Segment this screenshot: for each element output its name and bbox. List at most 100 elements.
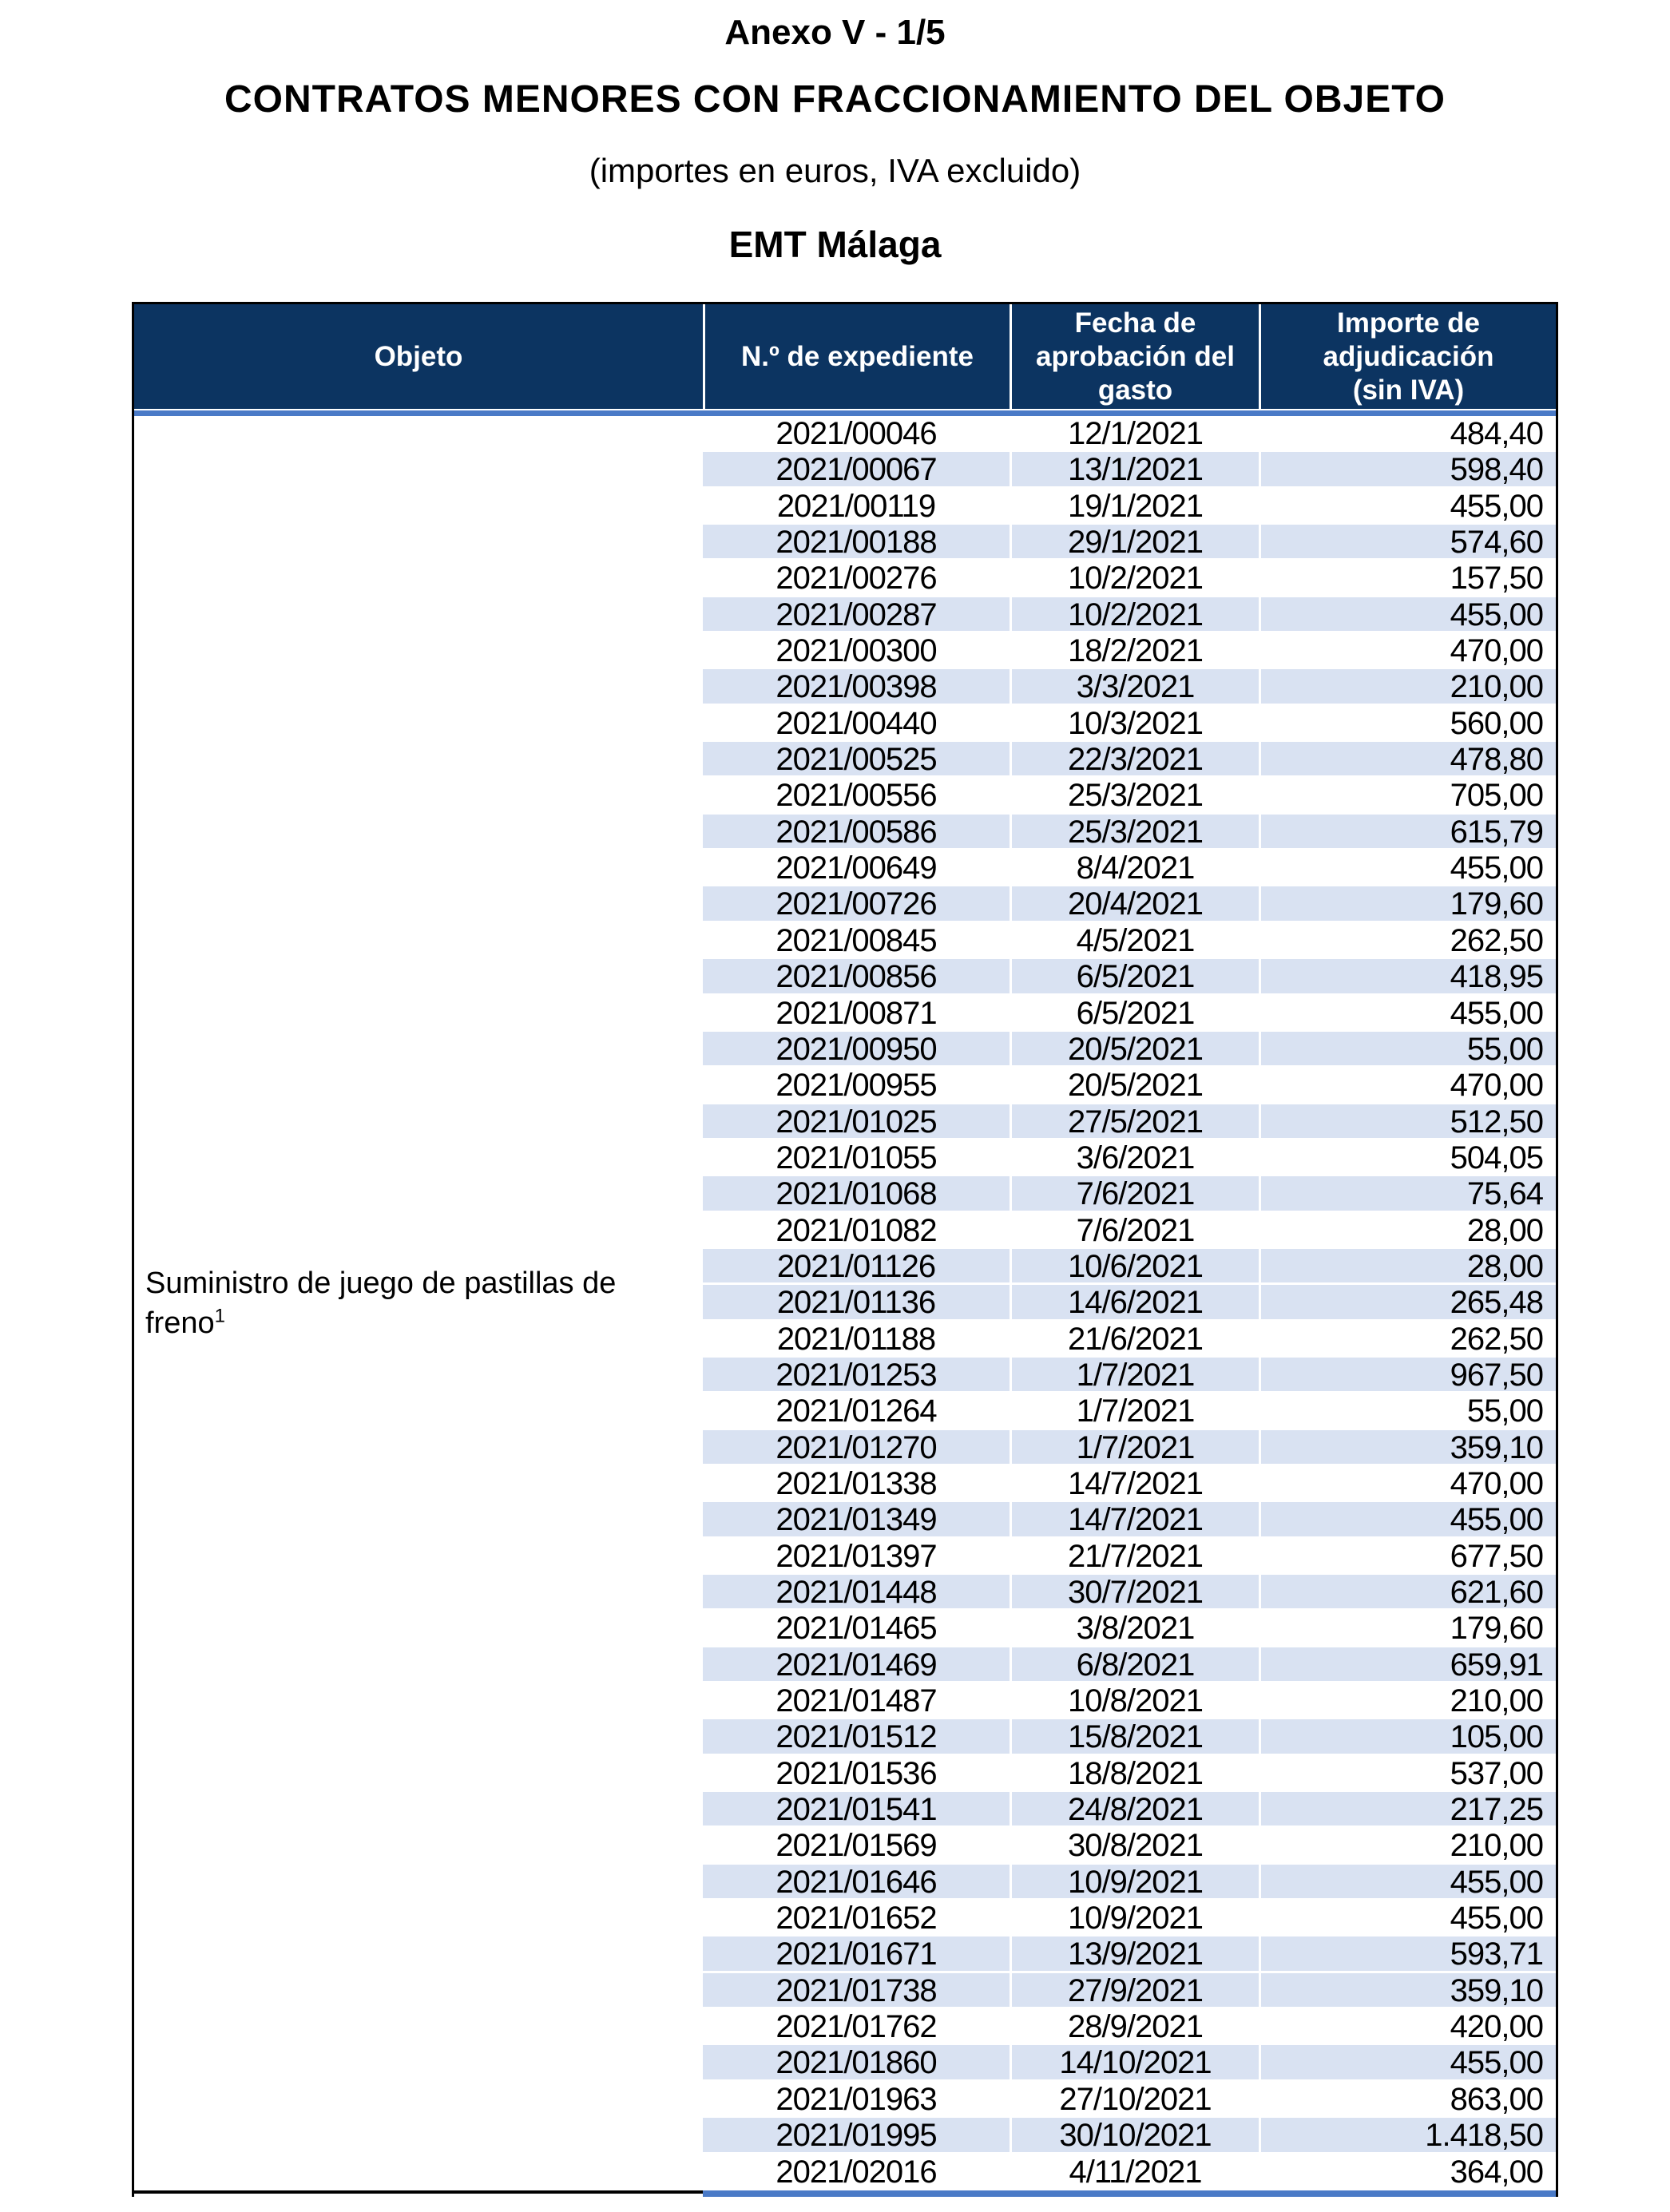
importe-cell: 28,00 xyxy=(1259,1248,1556,1286)
table-row: 2021/01646 10/9/2021 455,00 xyxy=(703,1864,1556,1901)
importe-cell: 615,79 xyxy=(1259,814,1556,851)
importe-cell: 455,00 xyxy=(1259,1901,1556,1937)
expediente-cell: 2021/01253 xyxy=(703,1357,1010,1394)
expediente-cell: 2021/01860 xyxy=(703,2045,1010,2082)
table-row: 2021/00046 12/1/2021 484,40 xyxy=(703,416,1556,453)
expediente-cell: 2021/01646 xyxy=(703,1864,1010,1901)
table-row: 2021/02016 4/11/2021 364,00 xyxy=(703,2154,1556,2190)
table-row: 2021/01541 24/8/2021 217,25 xyxy=(703,1792,1556,1829)
fecha-cell: 1/7/2021 xyxy=(1010,1429,1259,1466)
expediente-cell: 2021/00726 xyxy=(703,886,1010,923)
expediente-cell: 2021/01082 xyxy=(775,1212,937,1248)
expediente-cell: 2021/01536 xyxy=(775,1755,937,1791)
table-row: 2021/00950 20/5/2021 55,00 xyxy=(703,1031,1556,1068)
expediente-cell: 2021/00950 xyxy=(703,1031,1010,1068)
importe-cell: 210,00 xyxy=(1259,669,1556,706)
table-row: 2021/01671 13/9/2021 593,71 xyxy=(703,1936,1556,1973)
expediente-cell: 2021/01995 xyxy=(703,2118,1010,2155)
fecha-cell: 6/5/2021 xyxy=(1010,995,1259,1032)
objeto-label: Suministro de juego de pastillas de fren… xyxy=(145,1266,617,1340)
fecha-cell: 25/3/2021 xyxy=(1010,814,1259,851)
fecha-cell: 10/3/2021 xyxy=(1010,705,1259,743)
header-accent-line xyxy=(134,409,1556,416)
importe-cell: 478,80 xyxy=(1259,742,1556,779)
importe-cell: 484,40 xyxy=(1259,416,1556,453)
expediente-cell: 2021/00046 xyxy=(775,416,937,451)
contracts-table: Objeto N.º de expediente Fecha de aproba… xyxy=(132,302,1558,2197)
expediente-cell: 2021/00287 xyxy=(703,597,1010,634)
fecha-cell: 20/5/2021 xyxy=(1010,1068,1259,1104)
fecha-cell: 30/8/2021 xyxy=(1010,1828,1259,1865)
document-title: CONTRATOS MENORES CON FRACCIONAMIENTO DE… xyxy=(224,78,1446,121)
fecha-cell: 6/8/2021 xyxy=(1010,1647,1259,1684)
table-row: 2021/00119 19/1/2021 455,00 xyxy=(703,488,1556,525)
importe-cell: 359,10 xyxy=(1259,1429,1556,1466)
table-row: 2021/01264 1/7/2021 55,00 xyxy=(703,1393,1556,1430)
col-header-objeto: Objeto xyxy=(374,340,463,372)
fecha-cell: 14/6/2021 xyxy=(1010,1285,1259,1322)
importe-cell: 364,00 xyxy=(1259,2154,1556,2190)
importe-cell: 28,00 xyxy=(1259,1212,1556,1249)
importe-cell: 55,00 xyxy=(1259,1393,1556,1430)
fecha-cell: 13/1/2021 xyxy=(1010,452,1259,489)
expediente-cell: 2021/01126 xyxy=(703,1248,1010,1286)
fecha-cell: 25/3/2021 xyxy=(1010,778,1259,815)
importe-cell: 455,00 xyxy=(1259,995,1556,1032)
importe-cell: 455,00 xyxy=(1259,1502,1556,1539)
table-row: 2021/01397 21/7/2021 677,50 xyxy=(703,1538,1556,1575)
table-row: 2021/00440 10/3/2021 560,00 xyxy=(703,705,1556,743)
table-row: 2021/01055 3/6/2021 504,05 xyxy=(703,1140,1556,1177)
expediente-cell: 2021/00398 xyxy=(703,669,1010,706)
expediente-cell: 2021/01188 xyxy=(776,1321,936,1357)
fecha-cell: 1/7/2021 xyxy=(1010,1357,1259,1394)
importe-cell: 863,00 xyxy=(1259,2081,1556,2119)
fecha-cell: 22/3/2021 xyxy=(1010,742,1259,779)
col-header-expediente: N.º de expediente xyxy=(703,304,1010,409)
table-header-row: Objeto N.º de expediente Fecha de aproba… xyxy=(134,304,1556,409)
expediente-cell: 2021/00586 xyxy=(703,814,1010,851)
objeto-text: Suministro de juego de pastillas de fren… xyxy=(145,1263,616,1343)
expediente-cell: 2021/00119 xyxy=(776,488,936,524)
expediente-cell: 2021/01512 xyxy=(703,1719,1010,1756)
table-row: 2021/01082 7/6/2021 28,00 xyxy=(703,1212,1556,1249)
expediente-cell: 2021/00300 xyxy=(775,633,937,669)
expediente-cell: 2021/00525 xyxy=(703,742,1010,779)
expediente-cell: 2021/01652 xyxy=(775,1901,937,1936)
fecha-cell: 4/5/2021 xyxy=(1010,922,1259,960)
table-row: 2021/01569 30/8/2021 210,00 xyxy=(703,1828,1556,1865)
fecha-cell: 21/7/2021 xyxy=(1010,1538,1259,1575)
col-header-fecha: Fecha de aprobación del gasto xyxy=(1010,304,1259,409)
fecha-cell: 3/3/2021 xyxy=(1010,669,1259,706)
table-row: 2021/00556 25/3/2021 705,00 xyxy=(703,778,1556,815)
expediente-cell: 2021/01068 xyxy=(703,1176,1010,1213)
fecha-cell: 10/2/2021 xyxy=(1010,561,1259,597)
importe-cell: 210,00 xyxy=(1259,1683,1556,1720)
fecha-cell: 29/1/2021 xyxy=(1010,525,1259,561)
fecha-cell: 19/1/2021 xyxy=(1010,488,1259,525)
fecha-cell: 10/9/2021 xyxy=(1010,1864,1259,1901)
fecha-cell: 14/10/2021 xyxy=(1010,2045,1259,2082)
expediente-cell: 2021/01465 xyxy=(775,1611,937,1647)
table-row: 2021/01469 6/8/2021 659,91 xyxy=(703,1647,1556,1684)
table-row: 2021/01448 30/7/2021 621,60 xyxy=(703,1575,1556,1611)
table-row: 2021/01465 3/8/2021 179,60 xyxy=(703,1611,1556,1647)
bottom-border-black-segment xyxy=(134,2190,703,2197)
table-row: 2021/00871 6/5/2021 455,00 xyxy=(703,995,1556,1032)
fecha-cell: 27/10/2021 xyxy=(1010,2081,1259,2119)
importe-cell: 265,48 xyxy=(1259,1285,1556,1322)
expediente-cell: 2021/01469 xyxy=(703,1647,1010,1684)
expediente-cell: 2021/01671 xyxy=(703,1936,1010,1973)
fecha-cell: 12/1/2021 xyxy=(1010,416,1259,453)
expediente-cell: 2021/01963 xyxy=(775,2081,937,2117)
fecha-cell: 3/6/2021 xyxy=(1010,1140,1259,1177)
importe-cell: 262,50 xyxy=(1259,922,1556,960)
importe-cell: 598,40 xyxy=(1259,452,1556,489)
importe-cell: 455,00 xyxy=(1259,850,1556,887)
expediente-cell: 2021/01762 xyxy=(775,2009,937,2045)
expediente-cell: 2021/01397 xyxy=(775,1538,937,1574)
fecha-cell: 20/5/2021 xyxy=(1010,1031,1259,1068)
table-row: 2021/01025 27/5/2021 512,50 xyxy=(703,1104,1556,1140)
table-body: Suministro de juego de pastillas de fren… xyxy=(134,416,1556,2190)
importe-cell: 470,00 xyxy=(1259,1068,1556,1104)
expediente-cell: 2021/01487 xyxy=(775,1683,937,1719)
